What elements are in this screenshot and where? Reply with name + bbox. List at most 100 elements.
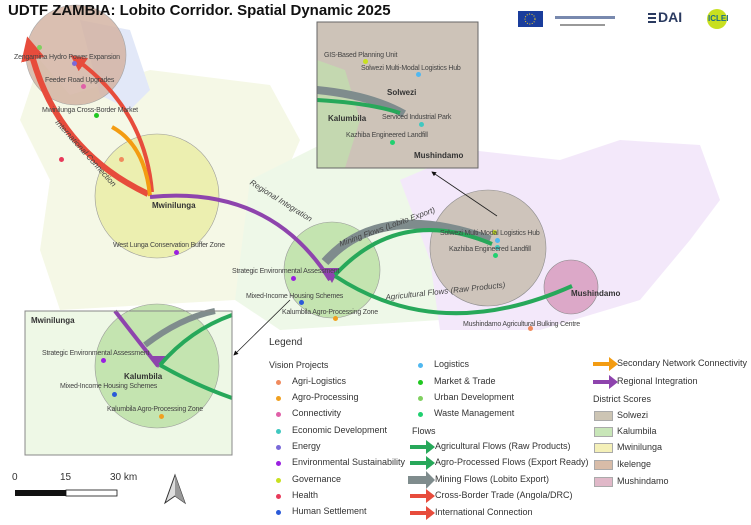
legend-swatch-kalumbila [594, 427, 613, 437]
project-label: Kazhiba Engineered Landfill [449, 246, 531, 253]
health-dot[interactable] [59, 157, 64, 162]
legend-flow-item: International Connection [435, 507, 533, 517]
waste-dot[interactable] [493, 253, 498, 258]
legend-dot-urban [418, 396, 423, 401]
legend-flow-item: Agricultural Flows (Raw Products) [435, 441, 571, 451]
logistics-dot[interactable] [495, 238, 500, 243]
project-label: West Lunga Conservation Buffer Zone [113, 242, 225, 249]
solwezi-circle [429, 189, 547, 307]
econ-dot[interactable] [495, 245, 500, 250]
waste-dot[interactable] [390, 140, 395, 145]
env-dot[interactable] [174, 250, 179, 255]
inset-district-label: Kalumbila [124, 372, 163, 381]
legend-dot-energy [276, 445, 281, 450]
legend-item: Urban Development [434, 392, 515, 402]
legend-item: Environmental Sustainability [292, 457, 406, 467]
agro-processed-flow [333, 228, 493, 277]
project-label: Zengamina Hydro Power Expansion [14, 54, 120, 61]
scale-label-15: 15 [60, 472, 72, 483]
legend-item: Governance [292, 474, 342, 484]
econ-dot[interactable] [419, 122, 424, 127]
legend-district-item: Solwezi [617, 410, 649, 420]
legend-dot-logistics [418, 363, 423, 368]
iclei-logo [707, 9, 727, 29]
inset-project-label: Strategic Environmental Assessment [42, 350, 150, 357]
legend-flow-symbols [408, 357, 618, 520]
project-label: Mwinilunga Cross-Border Market [42, 107, 138, 114]
legend-flow-item: Agro-Processed Flows (Export Ready) [435, 457, 589, 467]
governance-dot[interactable] [492, 230, 497, 235]
legend-swatch-solwezi [594, 411, 613, 421]
solwezi-inset [316, 21, 479, 169]
inset-project-label: Mixed-Income Housing Schemes [60, 383, 158, 390]
energy-dot[interactable] [72, 61, 77, 66]
inset-district-label: Kalumbila [328, 114, 367, 123]
inset-project-label: Solwezi Multi-Modal Logistics Hub [361, 65, 461, 72]
district-label: Mwinilunga [152, 201, 196, 210]
legend-district-item: Ikelenge [617, 459, 652, 469]
project-label: Feeder Road Upgrades [45, 77, 115, 84]
env-dot[interactable] [291, 276, 296, 281]
legend-swatch-mwinilunga [594, 443, 613, 453]
legend-dot-settlement [276, 510, 281, 515]
settlement-dot[interactable] [299, 300, 304, 305]
agri-logistics-dot[interactable] [528, 326, 533, 331]
iclei-logo-text: ICLEI [708, 14, 729, 23]
kalumbila-leader-line [233, 299, 291, 356]
legend-district-item: Mwinilunga [617, 442, 663, 452]
legend-flows-title: Flows [412, 426, 436, 436]
legend-flow-item: Secondary Network Connectivity [617, 358, 748, 368]
legend-dot-connectivity [276, 412, 281, 417]
legend-item: Connectivity [292, 408, 342, 418]
cross-border-flow [70, 55, 154, 193]
legend-vision-title: Vision Projects [269, 360, 329, 370]
solwezi-leader-line [431, 171, 498, 217]
agri-logistics-dot[interactable] [119, 157, 124, 162]
map-title: UDTF ZAMBIA: Lobito Corridor. Spatial Dy… [8, 2, 391, 19]
connectivity-dot[interactable] [81, 84, 86, 89]
inset-project-label: Serviced Industrial Park [382, 114, 452, 121]
agro-dot[interactable] [159, 414, 164, 419]
legend-dot-agro-processing [276, 396, 281, 401]
regional-integration-flow [149, 193, 332, 282]
legend-dot-economic [276, 429, 281, 434]
dai-logo: DAI [658, 9, 683, 25]
legend-item: Health [292, 490, 319, 500]
settlement-dot[interactable] [112, 392, 117, 397]
urban-dev-dot[interactable] [37, 45, 42, 50]
legend-district-item: Mushindamo [617, 476, 669, 486]
legend-item: Agro-Processing [292, 392, 359, 402]
legend-item: Logistics [434, 359, 470, 369]
legend-swatch-ikelenge [594, 460, 613, 470]
logistics-dot[interactable] [416, 72, 421, 77]
district-label: Mushindamo [571, 289, 621, 298]
market-dot[interactable] [94, 113, 99, 118]
legend-item: Agri-Logistics [292, 376, 347, 386]
project-label: Mushindamo Agricultural Bulking Centre [463, 321, 580, 328]
legend-flow-item: Cross-Border Trade (Angola/DRC) [435, 490, 573, 500]
governance-dot[interactable] [363, 59, 368, 64]
project-label: Solwezi Multi-Modal Logistics Hub [440, 230, 540, 237]
env-dot[interactable] [101, 358, 106, 363]
legend-panel [260, 330, 751, 525]
inset-district-label: Solwezi [387, 88, 417, 97]
inset-district-label: Mushindamo [414, 151, 464, 160]
legend-item: Waste Management [434, 408, 515, 418]
legend-dot-agri-logistics [276, 380, 281, 385]
legend-item: Market & Trade [434, 376, 496, 386]
legend-item: Human Settlement [292, 506, 367, 516]
agricultural-flow [333, 274, 573, 316]
international-connection-flow [21, 36, 150, 197]
legend-dot-governance [276, 478, 281, 483]
legend-district-item: Kalumbila [617, 426, 657, 436]
project-label: Mixed-Income Housing Schemes [246, 293, 344, 300]
scale-bar-black [15, 490, 66, 496]
eu-flag-logo [518, 11, 543, 27]
agro-dot[interactable] [333, 316, 338, 321]
legend-title: Legend [269, 337, 303, 348]
project-label: Kalumbila Agro-Processing Zone [282, 309, 378, 316]
scale-label-30: 30 km [110, 472, 138, 483]
inset-project-label: GIS-Based Planning Unit [324, 52, 398, 59]
legend-flow-item: Mining Flows (Lobito Export) [435, 474, 550, 484]
